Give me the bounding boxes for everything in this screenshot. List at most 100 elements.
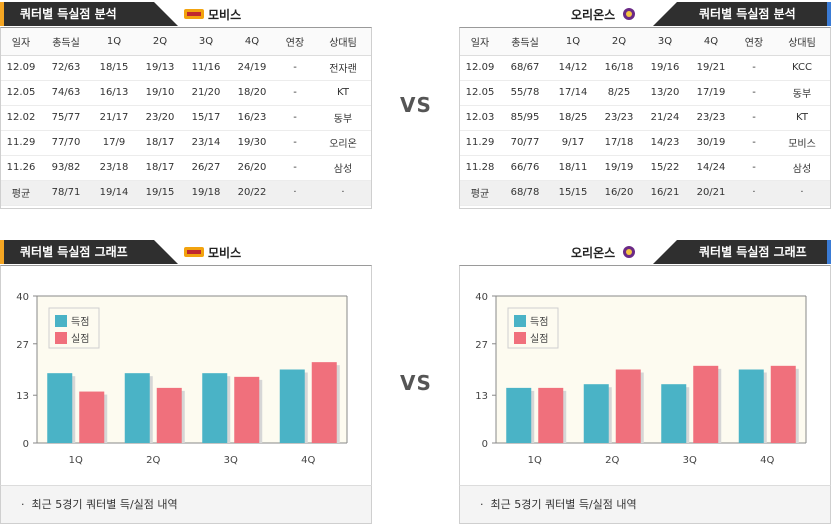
table-cell: 19/16 [642, 55, 688, 81]
column-header: 3Q [642, 28, 688, 56]
table-cell: 11.29 [1, 130, 41, 156]
table-cell: 12.02 [1, 105, 41, 131]
table-cell: 26/20 [229, 155, 275, 181]
y-tick-label: 0 [23, 439, 29, 450]
table-cell: 15/17 [183, 105, 229, 131]
bar-allowed [234, 376, 260, 443]
average-cell: 20/22 [229, 180, 275, 206]
table-cell: 18/25 [550, 105, 596, 131]
table-cell: 16/23 [229, 105, 275, 131]
x-tick-label: 2Q [146, 455, 160, 466]
vs-bottom: VS [400, 371, 432, 395]
table-cell: 18/17 [137, 155, 183, 181]
x-tick-label: 3Q [224, 455, 238, 466]
table-cell: 9/17 [550, 130, 596, 156]
bar-score [47, 373, 73, 443]
table-cell: 전자랜 [315, 55, 371, 81]
table-row: 12.09 68/67 14/12 16/18 19/16 19/21- KCC [460, 55, 830, 81]
table-cell: 23/18 [91, 155, 137, 181]
average-cell: · [774, 180, 830, 206]
bar-allowed [770, 365, 796, 443]
average-cell: 20/21 [688, 180, 734, 206]
bar-allowed [156, 387, 182, 443]
left-team-tag: 모비스 [184, 2, 241, 26]
mobis-logo-icon [184, 245, 204, 259]
table-cell: 85/95 [500, 105, 550, 131]
right-table-title: 쿼터별 득실점 분석 [677, 2, 827, 26]
table-cell: 72/63 [41, 55, 91, 81]
x-tick-label: 1Q [528, 455, 542, 466]
table-row: 11.26 93/82 23/18 18/17 26/27 26/20- 삼성 [1, 155, 371, 181]
table-cell: 18/20 [229, 80, 275, 106]
left-table-header: 쿼터별 득실점 분석 모비스 [0, 2, 372, 26]
legend-swatch [514, 315, 526, 327]
table-cell: 17/9 [91, 130, 137, 156]
table-cell: 12.09 [460, 55, 500, 81]
table-cell: 오리온 [315, 130, 371, 156]
table-cell: - [275, 105, 315, 131]
table-cell: - [275, 155, 315, 181]
left-footnote-text: 최근 5경기 쿼터별 득/실점 내역 [31, 498, 178, 511]
legend-label: 득점 [71, 316, 89, 328]
vs-top: VS [400, 93, 432, 117]
column-header: 2Q [137, 28, 183, 56]
y-tick-label: 27 [475, 340, 488, 351]
right-team-tag: 오리온스 [571, 2, 639, 26]
right-footnote: · 최근 5경기 쿼터별 득/실점 내역 [459, 485, 831, 524]
column-header: 일자 [460, 28, 500, 56]
legend-label: 실점 [71, 333, 89, 345]
legend-swatch [55, 315, 67, 327]
left-chart-accent [0, 240, 4, 264]
table-cell: 16/13 [91, 80, 137, 106]
right-table-header: 오리온스 쿼터별 득실점 분석 [459, 2, 831, 26]
y-tick-label: 27 [16, 340, 29, 351]
table-row: 12.05 74/63 16/13 19/10 21/20 18/20- KT [1, 80, 371, 106]
y-tick-label: 0 [482, 439, 488, 450]
right-header-accent [827, 2, 831, 26]
average-cell: 15/15 [550, 180, 596, 206]
y-tick-label: 40 [475, 292, 488, 303]
table-cell: 21/24 [642, 105, 688, 131]
table-cell: KT [315, 80, 371, 106]
table-cell: 77/70 [41, 130, 91, 156]
table-cell: 12.05 [460, 80, 500, 106]
table-cell: 18/11 [550, 155, 596, 181]
bar-allowed [693, 365, 719, 443]
y-tick-label: 40 [16, 292, 29, 303]
table-row: 12.05 55/78 17/14 8/25 13/20 17/19- 동부 [460, 80, 830, 106]
legend-label: 득점 [530, 316, 548, 328]
average-row: 평균 68/78 15/15 16/20 16/21 20/21 · · [460, 180, 830, 206]
table-cell: 66/76 [500, 155, 550, 181]
column-header: 4Q [229, 28, 275, 56]
table-cell: 14/12 [550, 55, 596, 81]
table-cell: 동부 [774, 80, 830, 106]
x-tick-label: 1Q [69, 455, 83, 466]
bar-score [738, 369, 764, 443]
table-cell: 14/24 [688, 155, 734, 181]
table-cell: 15/22 [642, 155, 688, 181]
average-cell: 16/21 [642, 180, 688, 206]
table-cell: - [275, 55, 315, 81]
average-cell: 19/18 [183, 180, 229, 206]
table-cell: 23/14 [183, 130, 229, 156]
column-header: 상대팀 [774, 28, 830, 56]
left-table-frame [0, 27, 372, 209]
average-cell: · [734, 180, 774, 206]
table-cell: KCC [774, 55, 830, 81]
table-cell: 70/77 [500, 130, 550, 156]
column-header: 연장 [734, 28, 774, 56]
table-cell: - [734, 105, 774, 131]
orions-logo-icon [619, 7, 639, 21]
table-cell: 모비스 [774, 130, 830, 156]
table-cell: 23/23 [688, 105, 734, 131]
table-cell: 17/18 [596, 130, 642, 156]
bar-score [202, 373, 228, 443]
table-cell: 동부 [315, 105, 371, 131]
column-header: 3Q [183, 28, 229, 56]
bar-score [279, 369, 305, 443]
table-cell: 19/13 [137, 55, 183, 81]
table-cell: 11.26 [1, 155, 41, 181]
table-cell: 21/20 [183, 80, 229, 106]
average-cell: 16/20 [596, 180, 642, 206]
right-table-head-row: 일자 총득실 1Q 2Q 3Q 4Q 연장 상대팀 [460, 28, 830, 56]
